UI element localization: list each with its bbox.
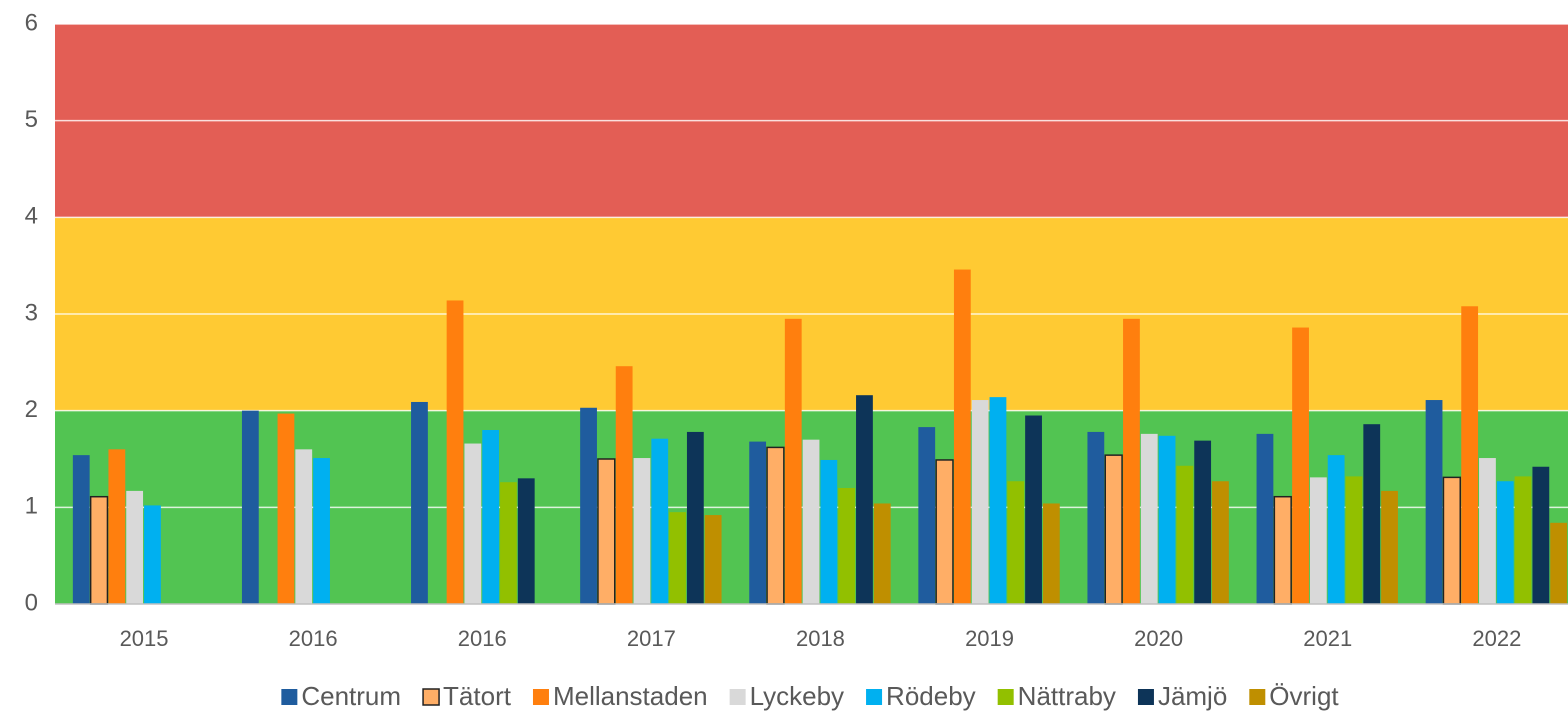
bar	[1025, 415, 1042, 604]
bar	[1309, 477, 1327, 604]
bar	[669, 512, 686, 604]
bar	[971, 400, 989, 604]
legend-swatch	[1249, 689, 1266, 705]
bar	[1425, 400, 1443, 604]
bar	[1550, 522, 1568, 604]
bar	[651, 438, 669, 604]
bar	[838, 488, 856, 604]
bar	[935, 459, 954, 605]
bar	[1212, 481, 1229, 604]
bar	[686, 431, 704, 604]
legend-label: Centrum	[301, 681, 401, 711]
bar	[1479, 458, 1496, 604]
bar	[313, 458, 330, 604]
bar	[856, 395, 873, 604]
y-tick-label: 6	[25, 9, 38, 36]
bar	[597, 458, 616, 605]
bar	[1158, 435, 1176, 604]
legend-label: Tätort	[443, 681, 512, 711]
legend-label: Mellanstaden	[553, 681, 708, 711]
legend-swatch	[729, 689, 746, 705]
bar	[126, 490, 144, 604]
bar	[615, 366, 633, 604]
bar	[1292, 327, 1309, 604]
x-tick-label: 2019	[965, 626, 1014, 651]
bar	[1042, 503, 1060, 604]
bar	[580, 407, 597, 604]
x-tick-label: 2017	[627, 626, 676, 651]
bar	[72, 455, 90, 604]
bar	[144, 505, 161, 604]
x-tick-label: 2022	[1472, 626, 1521, 651]
bar	[873, 503, 891, 604]
legend-label: Rödeby	[886, 681, 976, 711]
bar	[277, 413, 295, 604]
x-tick-label: 2018	[796, 626, 845, 651]
bar	[241, 410, 259, 604]
bar	[1104, 454, 1123, 605]
bar	[1123, 318, 1140, 604]
bar	[500, 482, 517, 604]
bar	[89, 495, 109, 605]
bar	[1176, 465, 1194, 604]
bar	[989, 397, 1007, 604]
x-tick-label: 2016	[289, 626, 338, 651]
y-tick-label: 2	[25, 396, 38, 423]
bar	[1327, 455, 1345, 604]
bar	[766, 446, 785, 605]
bar	[464, 443, 482, 604]
legend-swatch	[422, 688, 440, 706]
bar	[918, 427, 936, 604]
bar	[704, 515, 722, 604]
legend-label: Lyckeby	[750, 681, 844, 711]
bar	[446, 300, 464, 604]
bar	[1140, 433, 1158, 604]
y-tick-label: 0	[25, 589, 38, 616]
legend-swatch	[532, 689, 549, 705]
bar	[1273, 495, 1292, 605]
y-tick-label: 1	[25, 493, 38, 520]
bar	[633, 458, 651, 604]
bar	[1345, 476, 1363, 604]
bar	[1381, 490, 1398, 604]
legend-swatch	[281, 689, 298, 705]
bar	[1514, 476, 1532, 604]
legend-swatch	[866, 689, 883, 705]
x-tick-label: 2020	[1134, 626, 1183, 651]
bar	[1442, 476, 1461, 605]
bar	[1496, 481, 1514, 604]
bar	[1461, 306, 1479, 604]
bar	[108, 449, 126, 604]
y-tick-label: 5	[25, 106, 38, 133]
bar	[1087, 431, 1105, 604]
legend-label: Jämjö	[1158, 681, 1227, 711]
x-tick-label: 2016	[458, 626, 507, 651]
bar	[295, 449, 313, 604]
bar	[1256, 433, 1274, 604]
bar	[482, 430, 500, 604]
bar	[1532, 466, 1550, 604]
y-tick-label: 3	[25, 299, 38, 326]
bar	[820, 459, 838, 604]
bar	[953, 269, 971, 604]
bar	[784, 318, 802, 604]
bar	[1363, 424, 1381, 604]
x-tick-label: 2015	[120, 626, 169, 651]
legend-label: Nättraby	[1018, 681, 1116, 711]
bar	[411, 401, 428, 604]
legend-swatch	[1137, 689, 1154, 705]
legend-swatch	[997, 689, 1014, 705]
legend-label: Övrigt	[1269, 681, 1339, 711]
x-tick-label: 2021	[1303, 626, 1352, 651]
bar	[1007, 481, 1025, 604]
y-tick-label: 4	[25, 203, 38, 230]
bar	[749, 441, 767, 604]
bar	[1194, 440, 1212, 604]
bar	[802, 439, 820, 604]
bar	[517, 478, 535, 604]
